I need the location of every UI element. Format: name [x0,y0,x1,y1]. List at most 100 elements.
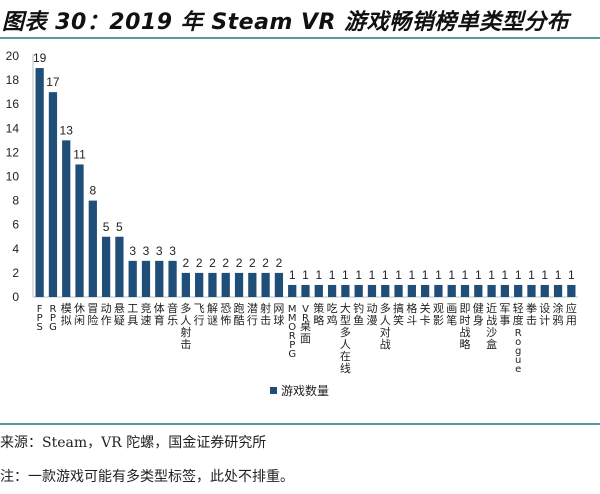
x-tick-label: 动漫 [366,302,377,327]
x-tick-label: 搞笑 [393,301,404,327]
bar [248,272,257,297]
bar-value-label: 1 [435,268,442,282]
x-tick-label: 解谜 [207,301,218,327]
bar [141,260,151,297]
bar [553,284,563,297]
x-tick-label: 射击 [260,301,271,327]
x-tick-label: 关卡 [420,301,431,327]
x-axis-labels: F P S R P G 模拟休闲冒险动作悬疑工具竞速体育音乐多人射击飞行解谜恐怖跑酷潜行射击… [36,301,576,375]
x-tick-label: 网球 [273,302,284,327]
legend-label: 游戏数量 [281,383,329,398]
x-tick-label: 格斗 [406,301,417,327]
footnote: 注：一款游戏可能有多类型标签，此处不排重。 [0,469,294,485]
x-tick-label: 悬疑 [114,302,125,327]
bar [48,92,58,298]
x-tick-label: 画笔 [446,302,457,327]
bar [195,272,204,297]
bar-value-label: 2 [196,256,203,270]
x-tick-label: 多人射击 [180,301,191,351]
bar [208,272,217,297]
bar-value-label: 1 [342,268,349,282]
bar [527,284,536,297]
bar-value-label: 1 [408,268,415,282]
bar [261,272,270,297]
bar [567,284,576,297]
x-tick-label: 休闲 [74,302,85,327]
footer-divider [0,423,600,425]
bar [35,68,44,297]
bar-value-label: 1 [528,268,535,282]
y-tick-label: 14 [6,121,20,135]
bar-value-label: 1 [289,268,296,282]
bar [301,284,310,297]
bar-value-label: 2 [183,256,190,270]
x-tick-label: 观影 [433,302,444,327]
bar [155,260,164,297]
y-tick-label: 8 [12,194,19,208]
x-tick-label: 潜行 [247,301,258,327]
bar-value-label: 2 [236,256,243,270]
bar [62,140,71,297]
y-tick-label: 6 [12,218,19,232]
bar [460,284,470,297]
bar-value-label: 1 [369,268,376,282]
y-tick-label: 18 [6,73,20,87]
bar-value-label: 1 [315,268,322,282]
x-tick-label: 近战沙盒 [486,302,497,351]
y-tick-label: 20 [6,49,20,63]
bar [474,284,483,297]
bar [327,284,337,297]
bar-value-label: 1 [555,268,562,282]
bar [367,284,377,297]
bar-value-label: 1 [502,268,509,282]
source-note: 来源：Steam，VR 陀螺，国金证券研究所 [0,435,267,451]
bar-value-label: 1 [488,268,495,282]
bar-value-label: 3 [143,244,150,258]
bar [274,272,284,297]
bar [341,284,350,297]
bar [540,284,549,297]
bar-value-label: 1 [329,268,336,282]
bar-value-label: 1 [462,268,469,282]
bar [514,284,523,297]
x-tick-label: 动作 [101,302,112,327]
x-tick-label: 拳击 [526,301,537,327]
x-tick-label: 吃鸡 [327,302,338,327]
bar [407,284,416,297]
bar-value-label: 2 [262,256,269,270]
x-tick-label: 飞行 [194,302,205,327]
bar-value-label: 2 [209,256,216,270]
bar [75,164,84,297]
y-tick-label: 0 [12,290,19,304]
x-tick-label: 健身 [473,302,484,327]
x-tick-label: 钓鱼 [353,301,364,327]
bar-value-label: 3 [129,244,136,258]
bar-value-label: 5 [116,220,123,234]
bar-value-label: 2 [249,256,256,270]
bar-value-label: 1 [568,268,575,282]
bar [314,284,323,297]
x-tick-label: 大型多人在线 [340,301,351,375]
x-tick-label: 恐怖 [220,302,231,327]
y-tick-label: 12 [6,145,20,159]
legend-swatch [270,387,277,394]
bar [115,236,124,297]
bar-value-label: 17 [46,75,60,89]
bar [434,284,443,297]
bar-value-label: 3 [169,244,176,258]
x-tick-label: 体育 [154,301,165,327]
bar [88,200,97,297]
x-tick-label: 工具 [127,302,138,327]
bar-value-label: 1 [355,268,362,282]
bar [487,284,496,297]
bar-value-label: 19 [33,51,47,65]
x-tick-label: 模拟 [61,302,72,327]
bar [168,260,177,297]
bar-value-label: 1 [395,268,402,282]
x-tick-label: 策略 [313,301,324,327]
x-tick-label: 军事 [499,302,510,327]
